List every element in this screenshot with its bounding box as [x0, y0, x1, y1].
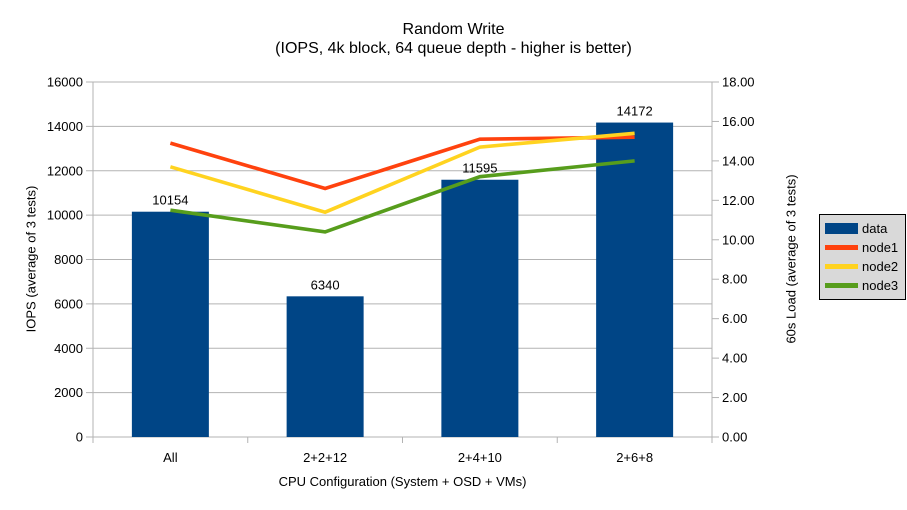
- right-axis-tick-label: 10.00: [722, 232, 755, 247]
- left-axis-tick-label: 4000: [54, 341, 83, 356]
- right-axis-tick-label: 6.00: [722, 311, 747, 326]
- bar-2+4+10: [441, 179, 519, 437]
- right-axis-tick-label: 14.00: [722, 153, 755, 168]
- x-axis-category-label: 2+2+12: [303, 450, 347, 465]
- x-axis-category-label: 2+6+8: [616, 450, 653, 465]
- line-node1: [169, 135, 635, 191]
- bar-data-label: 10154: [152, 193, 188, 208]
- legend-label-node1: node1: [862, 240, 899, 255]
- left-axis-tick-label: 8000: [54, 252, 83, 267]
- left-axis-tick-label: 6000: [54, 296, 83, 311]
- legend-swatch-node1: [825, 245, 858, 250]
- right-axis-tick-label: 12.00: [722, 193, 755, 208]
- left-axis-tick-label: 12000: [47, 163, 83, 178]
- right-axis-title: 60s Load (average of 3 tests): [783, 174, 799, 344]
- bar-All: [131, 211, 209, 437]
- left-axis-title: IOPS (average of 3 tests): [23, 185, 39, 333]
- bar-2+2+12: [286, 296, 364, 437]
- chart-title-line2: (IOPS, 4k block, 64 queue depth - higher…: [275, 40, 632, 57]
- bar-data-label: 6340: [311, 277, 340, 292]
- right-axis-tick-label: 4.00: [722, 351, 747, 366]
- legend: data node1 node2 node3: [819, 214, 907, 300]
- legend-item-data: data: [825, 219, 898, 238]
- legend-swatch-data: [825, 223, 858, 234]
- x-axis-category-label: All: [163, 450, 178, 465]
- x-axis-category-label: 2+4+10: [458, 450, 502, 465]
- left-axis-tick-label: 14000: [47, 119, 83, 134]
- left-axis-tick-label: 16000: [47, 75, 83, 90]
- right-axis-tick-label: 0.00: [722, 430, 747, 445]
- x-axis-title: CPU Configuration (System + OSD + VMs): [278, 474, 527, 489]
- legend-label-node2: node2: [862, 259, 899, 274]
- chart-title: Random Write (IOPS, 4k block, 64 queue d…: [0, 20, 907, 58]
- legend-item-node2: node2: [825, 257, 898, 276]
- right-axis-tick-label: 18.00: [722, 75, 755, 90]
- right-axis-tick-label: 2.00: [722, 390, 747, 405]
- line-node2: [169, 131, 635, 215]
- bar-data-label: 14172: [617, 104, 653, 119]
- legend-swatch-node2: [825, 264, 858, 269]
- chart-title-line1: Random Write: [402, 21, 505, 38]
- legend-label-data: data: [862, 221, 888, 236]
- line-node3: [170, 159, 635, 234]
- right-axis-tick-label: 8.00: [722, 272, 747, 287]
- right-axis-tick-label: 16.00: [722, 114, 755, 129]
- left-axis-tick-label: 0: [76, 430, 83, 445]
- legend-label-node3: node3: [862, 278, 899, 293]
- left-axis-tick-label: 10000: [47, 208, 83, 223]
- left-axis-tick-label: 2000: [54, 385, 83, 400]
- legend-item-node3: node3: [825, 276, 898, 295]
- legend-swatch-node3: [825, 283, 858, 288]
- bar-data-label: 11595: [462, 161, 497, 176]
- bar-2+6+8: [596, 122, 674, 437]
- legend-item-node1: node1: [825, 238, 898, 257]
